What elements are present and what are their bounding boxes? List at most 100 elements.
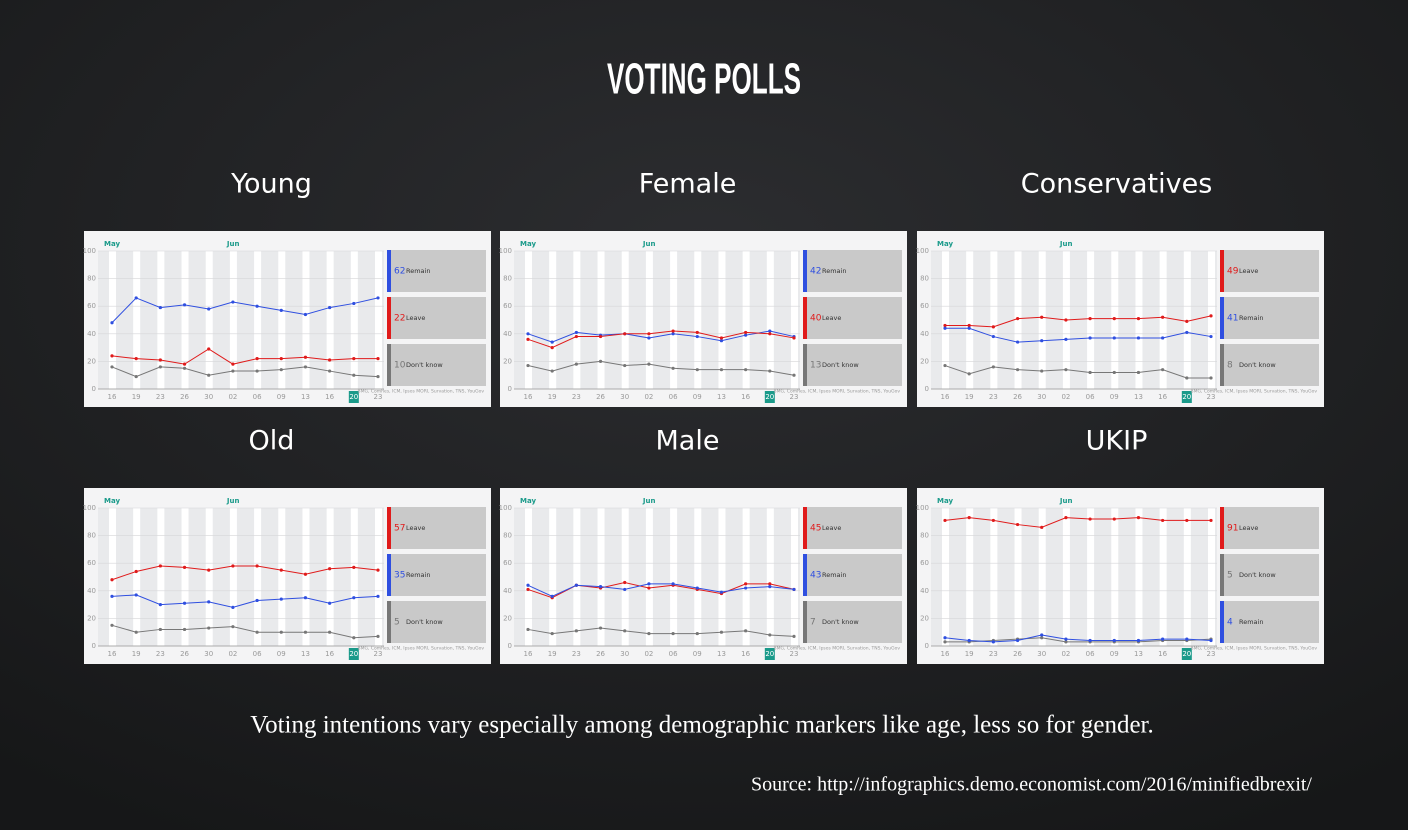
data-point	[182, 565, 187, 569]
data-point	[647, 586, 651, 590]
data-point	[1209, 638, 1213, 643]
y-tick-label: 100	[83, 504, 96, 512]
data-point	[574, 629, 578, 633]
data-point	[744, 586, 748, 590]
data-point	[1064, 368, 1068, 372]
data-point	[231, 564, 235, 568]
x-tick-label: 09	[277, 393, 286, 401]
legend-box	[803, 297, 902, 339]
data-point	[134, 296, 138, 300]
data-point	[647, 332, 651, 336]
data-point	[207, 600, 211, 604]
data-point	[207, 373, 211, 377]
x-tick-label: 30	[1037, 393, 1046, 401]
series-line	[944, 634, 1212, 643]
day-stripe	[525, 251, 532, 389]
data-point	[647, 582, 651, 586]
data-point	[792, 373, 796, 377]
day-stripe	[1135, 508, 1143, 646]
chart-title: UKIP	[1086, 426, 1148, 457]
series-line	[945, 327, 1212, 343]
data-point	[768, 332, 772, 336]
series-line	[527, 583, 795, 597]
x-tick-label: 09	[1110, 393, 1119, 401]
legend-label: Don't know	[406, 618, 443, 626]
legend-label: Remain	[1239, 314, 1263, 322]
data-point	[328, 369, 332, 373]
data-point	[207, 347, 211, 351]
month-label: Jun	[226, 240, 240, 248]
legend-value: 41	[1227, 314, 1238, 324]
x-tick-label: 19	[132, 650, 141, 658]
day-stripe	[645, 251, 653, 389]
month-label: Jun	[1059, 240, 1073, 248]
day-stripe	[229, 508, 237, 646]
data-point	[134, 630, 138, 634]
chart-note: BMG, ComRes, ICM, Ipsos MORI, Survation,…	[774, 646, 901, 652]
data-point	[768, 582, 772, 586]
legend-swatch	[387, 297, 391, 339]
data-point	[967, 372, 971, 376]
legend-value: 62	[394, 267, 405, 277]
data-point	[1015, 522, 1020, 527]
x-tick-label: 26	[180, 650, 189, 658]
data-point	[1040, 369, 1044, 373]
day-stripe	[205, 508, 213, 646]
data-point	[1185, 330, 1189, 335]
y-tick-label: 100	[916, 247, 929, 255]
data-point	[623, 363, 627, 368]
series-line	[111, 366, 379, 378]
data-point	[1040, 315, 1044, 319]
y-tick-label: 0	[92, 642, 96, 650]
data-point	[279, 357, 283, 361]
x-tick-label: 20	[765, 393, 774, 401]
legend-value: 35	[394, 571, 405, 581]
day-stripe	[694, 508, 702, 646]
x-tick-label: 02	[644, 650, 653, 658]
chart: 0 20 40 60 80 100 May Jun 16 19 23 26 30 02 06 09 13 16 20…	[499, 488, 907, 664]
legend-value: 22	[394, 314, 405, 324]
data-point	[110, 365, 114, 369]
data-point	[744, 333, 748, 337]
legend-label: Don't know	[1239, 571, 1276, 579]
y-tick-label: 100	[916, 504, 929, 512]
legend-box	[387, 250, 486, 292]
x-tick-label: 02	[1061, 393, 1070, 401]
data-point	[943, 640, 947, 644]
series-line	[945, 637, 1212, 643]
data-point	[719, 336, 724, 340]
y-tick-label: 20	[503, 614, 512, 622]
x-tick-label: 30	[1037, 650, 1046, 658]
data-point	[719, 339, 724, 343]
legend-label: Leave	[1239, 524, 1258, 532]
month-label: Jun	[226, 497, 240, 505]
data-point	[1064, 337, 1068, 341]
data-point	[943, 323, 947, 328]
plot-area	[98, 508, 384, 646]
x-tick-label: 20	[765, 650, 774, 658]
legend-label: Don't know	[406, 361, 443, 369]
data-point	[744, 582, 748, 586]
y-tick-label: 40	[87, 330, 96, 338]
data-point	[574, 583, 578, 587]
data-point	[255, 304, 259, 308]
data-point	[943, 636, 947, 640]
series-line	[527, 627, 795, 637]
data-point	[182, 601, 187, 605]
x-tick-label: 13	[301, 393, 310, 401]
data-point	[279, 630, 283, 634]
series-line	[527, 330, 795, 349]
day-stripe	[302, 251, 310, 389]
x-tick-label: 30	[620, 650, 629, 658]
plot-area	[514, 508, 800, 646]
data-point	[526, 587, 530, 592]
data-point	[744, 330, 748, 335]
data-point	[1112, 317, 1116, 321]
data-point	[526, 363, 530, 368]
legend-label: Remain	[406, 571, 430, 579]
series-line	[527, 360, 795, 376]
x-tick-label: 26	[1013, 393, 1022, 401]
legend-box	[1220, 250, 1319, 292]
legend-value: 10	[394, 361, 406, 371]
